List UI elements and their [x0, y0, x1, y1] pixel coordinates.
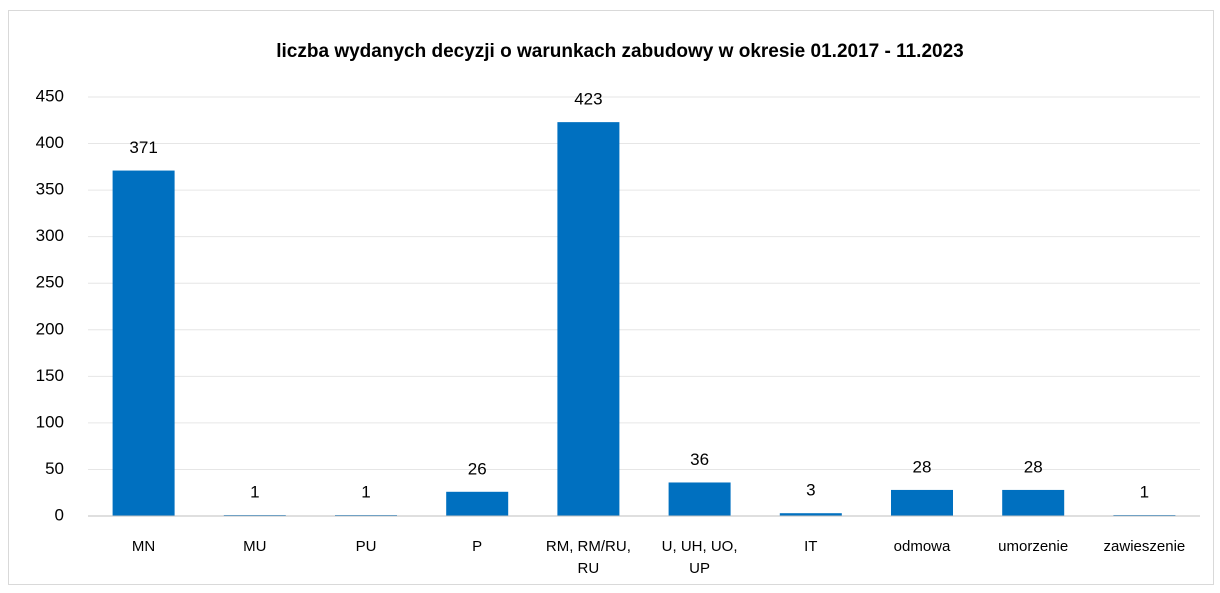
data-label: 371: [129, 138, 157, 157]
y-tick-label: 400: [36, 133, 64, 152]
chart-title: liczba wydanych decyzji o warunkach zabu…: [276, 41, 963, 62]
y-tick-label: 300: [36, 226, 64, 245]
data-label: 36: [690, 450, 709, 469]
data-label: 28: [1024, 457, 1043, 476]
y-tick-label: 50: [45, 459, 64, 478]
y-tick-label: 250: [36, 273, 64, 292]
data-label: 1: [361, 483, 370, 502]
y-tick-label: 350: [36, 180, 64, 199]
data-label: 28: [913, 457, 932, 476]
x-tick-label: PU: [355, 538, 377, 555]
y-tick-label: 200: [36, 319, 64, 338]
bar: [557, 122, 620, 516]
data-label: 3: [806, 481, 815, 500]
x-tick-label: IT: [804, 538, 818, 555]
bar: [891, 489, 953, 516]
x-tick-label: zawieszenie: [1103, 538, 1186, 555]
bar: [1002, 489, 1065, 516]
x-tick-label: U, UH, UO, UP: [661, 538, 738, 577]
x-tick-label: MN: [131, 538, 156, 555]
y-tick-label: 450: [36, 86, 64, 105]
y-tick-label: 150: [36, 366, 64, 385]
data-label: 1: [250, 483, 259, 502]
x-tick-label: RM, RM/RU, RU: [545, 538, 631, 577]
data-label: 1: [1140, 483, 1149, 502]
x-tick-label: P: [472, 538, 483, 555]
bar: [446, 491, 509, 516]
data-label: 423: [574, 90, 602, 109]
y-tick-label: 0: [55, 505, 64, 524]
x-tick-label: umorzenie: [998, 538, 1069, 555]
x-tick-label: odmowa: [893, 538, 951, 555]
bar: [668, 482, 731, 516]
x-tick-label: MU: [243, 538, 267, 555]
bar: [112, 170, 175, 516]
y-tick-label: 100: [36, 412, 64, 431]
bar: [779, 513, 842, 516]
data-label: 26: [468, 459, 487, 478]
